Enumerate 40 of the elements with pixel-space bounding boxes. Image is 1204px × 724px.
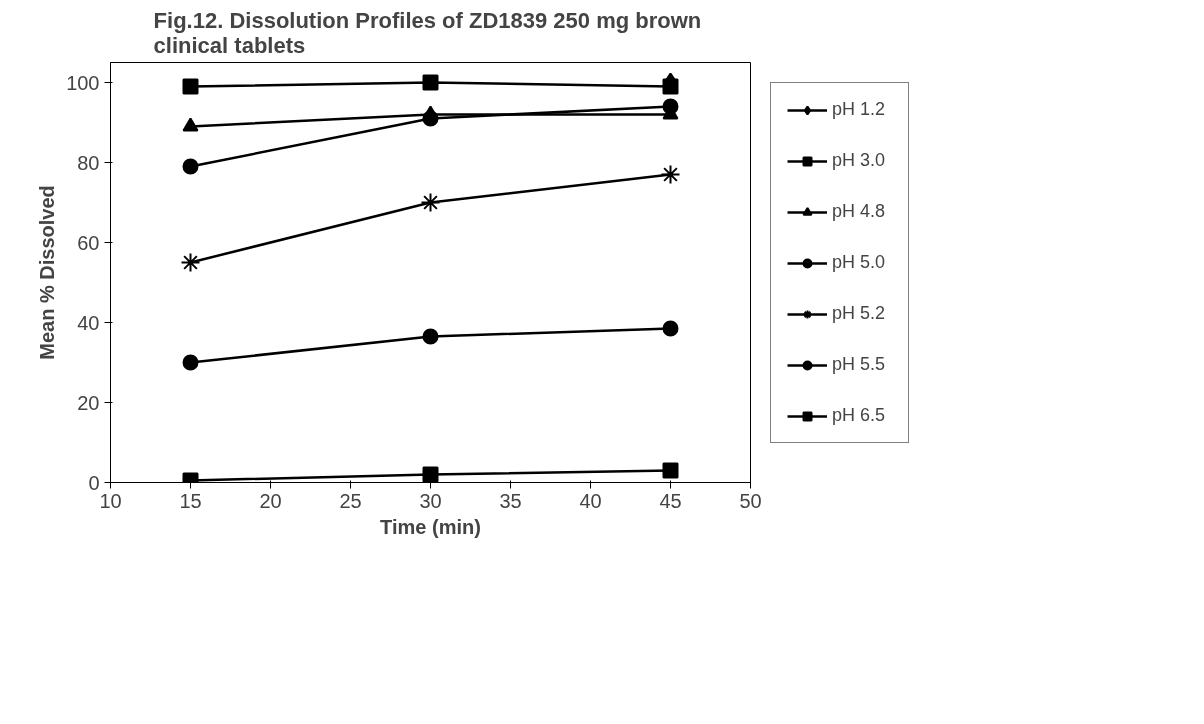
point [422,328,439,345]
point [422,74,439,91]
y-tick-label: 100 [66,71,100,94]
point [422,110,439,127]
x-tick-label: 30 [419,489,442,512]
y-tick-label: 80 [77,151,100,174]
point [660,164,681,185]
point [182,78,199,95]
y-tick-label: 0 [88,471,100,494]
point [182,158,199,175]
legend-label: pH 5.5 [832,354,887,375]
point [662,78,679,95]
legend-label: pH 4.8 [832,201,887,222]
x-tick-label: 35 [499,489,522,512]
point [662,320,679,337]
legend-label: pH 3.0 [832,150,887,171]
point [182,354,199,371]
y-tick-label: 20 [77,391,100,414]
point [422,466,439,483]
point [662,462,679,479]
legend-label: pH 5.0 [832,252,887,273]
point [662,98,679,115]
legend-label: pH 6.5 [832,405,887,426]
legend-label: pH 5.2 [832,303,887,324]
x-tick-label: 15 [179,489,202,512]
y-axis-title: Mean % Dissolved [36,185,59,360]
x-tick-label: 20 [259,489,282,512]
x-tick-label: 10 [99,489,122,512]
point [180,252,201,273]
x-tick-label: 40 [579,489,602,512]
y-tick-label: 60 [77,231,100,254]
x-tick-label: 50 [739,489,762,512]
x-tick-label: 25 [339,489,362,512]
legend-label: pH 1.2 [832,99,887,120]
y-tick-label: 40 [77,311,100,334]
point [420,192,441,213]
x-tick-label: 45 [659,489,682,512]
point [182,117,199,132]
x-axis-title: Time (min) [380,515,481,538]
chart-title: Fig.12. Dissolution Profiles of ZD1839 250 mg brown clinical tablets [153,7,702,58]
